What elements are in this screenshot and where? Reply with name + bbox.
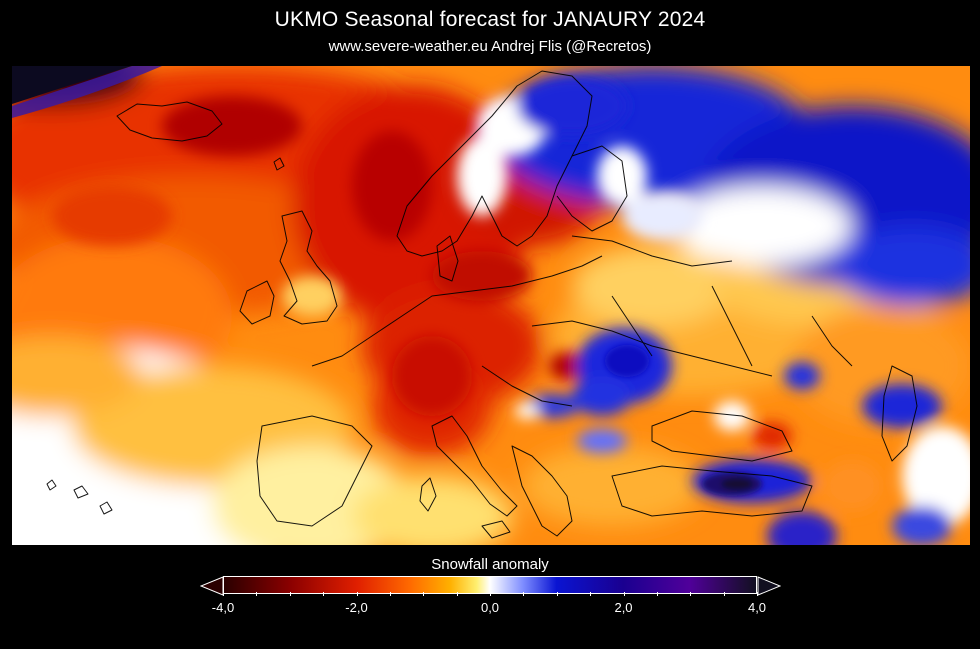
colorbar-tick-label: -2,0: [345, 600, 368, 615]
colorbar-tick-mark: [624, 592, 625, 596]
colorbar-tick-mark: [523, 592, 524, 596]
colorbar-tick-mark: [590, 592, 591, 596]
colorbar-tick-mark: [757, 592, 758, 596]
arctic-band: [12, 66, 162, 118]
forecast-map: [12, 66, 970, 545]
map-title: UKMO Seasonal forecast for JANAURY 2024: [274, 8, 706, 31]
colorbar-tick-mark: [323, 592, 324, 596]
colorbar-tick-label: 0,0: [480, 600, 500, 615]
colorbar-tick-mark: [390, 592, 391, 596]
colorbar-tick-label: 4,0: [747, 600, 767, 615]
colorbar-tick-mark: [557, 592, 558, 596]
colorbar-tick-mark: [457, 592, 458, 596]
anomaly-field: [12, 66, 970, 545]
colorbar-tick-label: 2,0: [614, 600, 633, 615]
map-subtitle: www.severe-weather.eu Andrej Flis (@Recr…: [328, 38, 652, 55]
field-cores: [605, 345, 762, 496]
colorbar-tick-mark: [357, 592, 358, 596]
colorbar-max-arrow: [757, 576, 781, 596]
colorbar-tick-label: -4,0: [211, 600, 235, 615]
colorbar-tick-mark: [690, 592, 691, 596]
colorbar-tick-mark: [256, 592, 257, 596]
colorbar-tick-mark: [724, 592, 725, 596]
colorbar-tick-mark: [290, 592, 291, 596]
colorbar-tick-mark: [657, 592, 658, 596]
colorbar-tick-mark: [490, 592, 491, 596]
arctic-corner: [12, 66, 132, 104]
colorbar-tick-mark: [423, 592, 424, 596]
coastlines: [46, 70, 918, 539]
colorbar-min-arrow: [200, 576, 224, 596]
colorbar-tick-mark: [223, 592, 224, 596]
legend-title: Snowfall anomaly: [431, 556, 549, 573]
